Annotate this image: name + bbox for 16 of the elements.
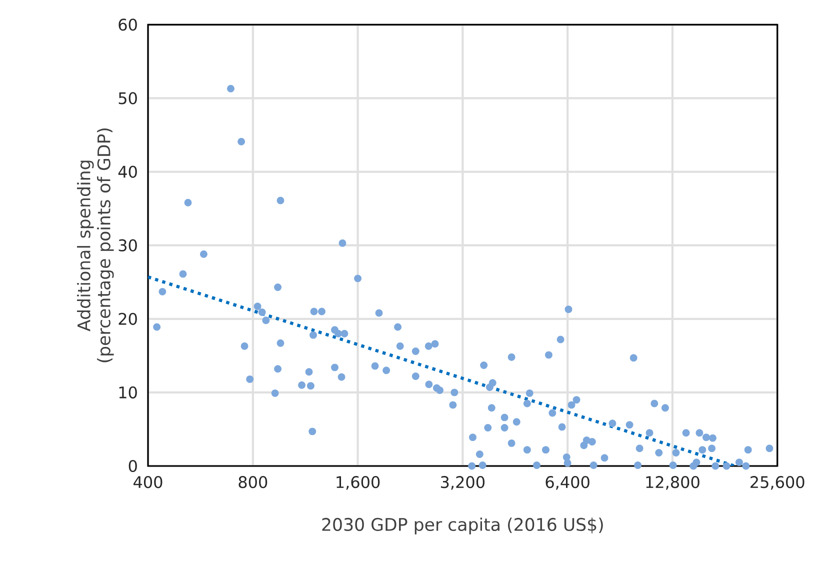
x-axis-title: 2030 GDP per capita (2016 US$) — [322, 518, 603, 534]
x-tick-label: 800 — [238, 476, 268, 488]
y-tick-label: 30 — [118, 239, 137, 252]
x-tick-label: 6,400 — [546, 476, 590, 490]
y-axis-title: Additional spending (percentage points of GDP) — [77, 128, 114, 362]
y-tick-label: 20 — [118, 312, 137, 325]
y-tick-label: 60 — [118, 18, 137, 31]
x-tick-label: 12,800 — [646, 476, 700, 490]
y-tick-label: 0 — [128, 460, 137, 472]
x-tick-label: 1,600 — [336, 476, 380, 490]
x-tick-label: 3,200 — [440, 476, 485, 490]
x-tick-label: 400 — [134, 476, 162, 488]
x-tick-label: 25,600 — [750, 476, 804, 490]
y-tick-label: 50 — [118, 92, 137, 104]
y-tick-label: 40 — [118, 166, 137, 178]
y-tick-label: 10 — [119, 386, 137, 398]
